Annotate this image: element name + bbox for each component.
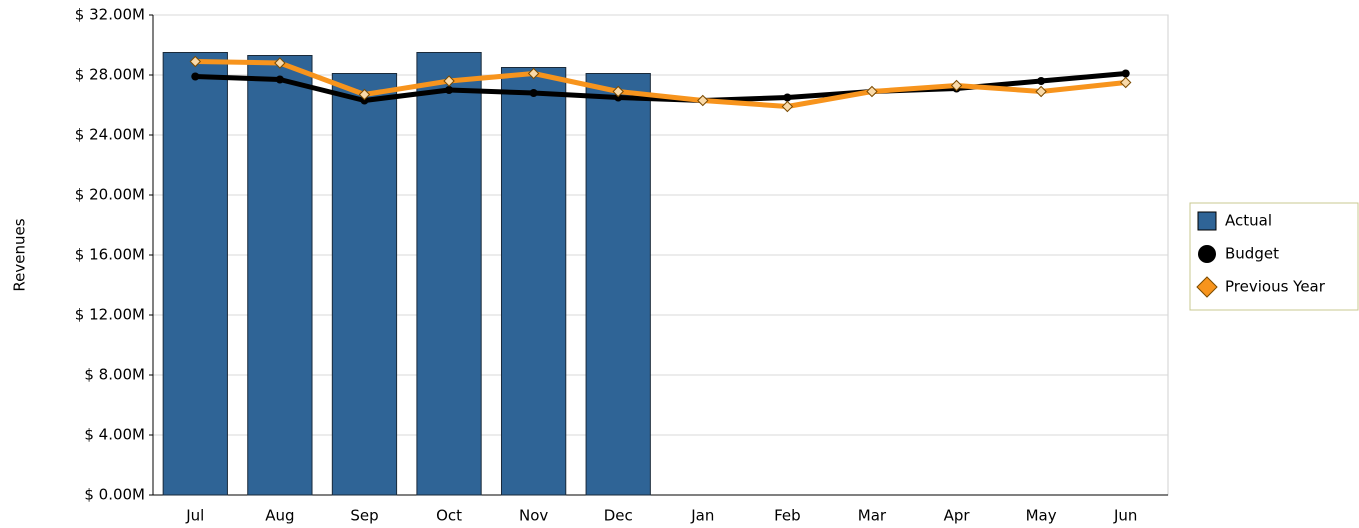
- x-tick-label: Oct: [436, 507, 462, 525]
- marker: [360, 96, 369, 105]
- x-tick-label: Feb: [774, 507, 801, 525]
- x-tick-label: Jun: [1113, 507, 1137, 525]
- y-tick-label: $ 4.00M: [84, 426, 145, 444]
- x-tick-label: Apr: [944, 507, 971, 525]
- bar: [331, 73, 398, 496]
- marker: [358, 88, 371, 101]
- x-tick-label: Jul: [185, 507, 204, 525]
- marker: [1121, 69, 1130, 78]
- marker: [781, 100, 794, 113]
- y-tick-label: $ 28.00M: [75, 66, 145, 84]
- marker: [275, 75, 284, 84]
- marker: [191, 72, 200, 81]
- marker: [189, 55, 201, 68]
- y-tick-label: $ 8.00M: [84, 366, 145, 384]
- bar: [162, 52, 228, 496]
- marker: [697, 94, 709, 107]
- y-axis-title: Revenues: [11, 218, 29, 291]
- legend-swatch: [1197, 211, 1217, 231]
- marker: [1120, 76, 1132, 89]
- legend-box: [1189, 202, 1359, 311]
- marker: [612, 85, 624, 98]
- marker: [527, 67, 540, 80]
- marker: [1035, 85, 1047, 98]
- x-tick-label: May: [1026, 507, 1057, 525]
- legend-swatch: [1196, 276, 1218, 298]
- y-tick-label: $ 16.00M: [75, 246, 145, 264]
- bar: [500, 67, 567, 496]
- x-tick-label: Aug: [265, 507, 294, 525]
- legend-label: Previous Year: [1225, 278, 1326, 296]
- y-tick-label: $ 32.00M: [75, 6, 145, 24]
- x-tick-label: Nov: [519, 507, 548, 525]
- legend-swatch: [1198, 245, 1216, 263]
- x-tick-label: Dec: [604, 507, 633, 525]
- x-tick-label: Mar: [858, 507, 887, 525]
- bar: [247, 55, 313, 496]
- marker: [783, 93, 792, 102]
- marker: [614, 93, 623, 102]
- line: [195, 59, 1126, 109]
- marker: [866, 85, 878, 98]
- legend-label: Actual: [1225, 212, 1272, 230]
- x-tick-label: Sep: [350, 507, 378, 525]
- marker: [445, 86, 454, 94]
- marker: [443, 75, 455, 87]
- bar: [416, 52, 482, 496]
- bar: [585, 73, 651, 496]
- y-tick-label: $ 12.00M: [75, 306, 145, 324]
- marker: [1037, 77, 1046, 85]
- marker: [950, 79, 963, 92]
- y-tick-label: $ 20.00M: [75, 186, 145, 204]
- y-tick-label: $ 0.00M: [84, 486, 145, 504]
- marker: [529, 89, 538, 97]
- y-tick-label: $ 24.00M: [75, 126, 145, 144]
- marker: [274, 57, 286, 69]
- x-tick-label: Jan: [690, 507, 714, 525]
- legend-label: Budget: [1225, 245, 1279, 263]
